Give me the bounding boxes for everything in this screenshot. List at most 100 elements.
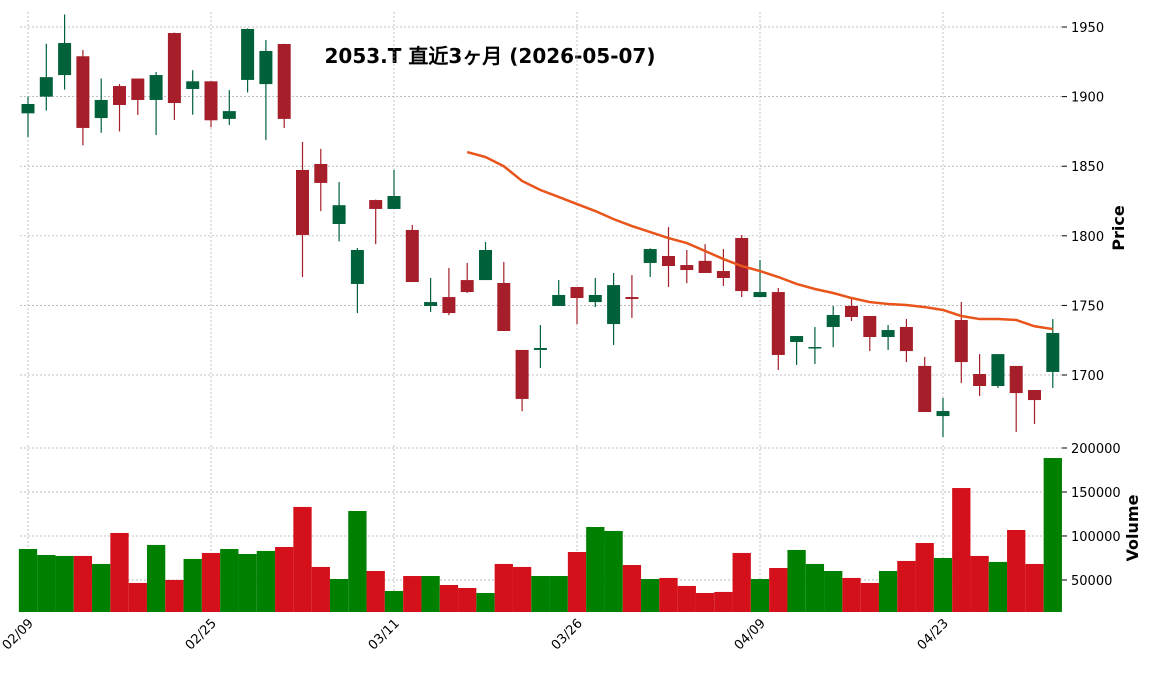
x-tick-label: 03/11 [366,616,403,653]
candle-body [1009,365,1023,394]
volume-bar [622,565,642,612]
volume-bar [238,554,257,612]
volume-bar [988,561,1008,612]
candle-body [918,365,932,413]
volume-bar [37,554,56,612]
candle-body [167,33,181,104]
volume-bar [439,584,459,612]
candle-body [332,205,346,224]
volume-bar [878,570,898,612]
volume-bar [476,592,495,612]
candle-body [296,169,309,235]
volume-bar [348,510,367,612]
candle-body [314,163,328,183]
y-tick-label: 1700 [1071,369,1104,384]
candle-body [863,315,877,338]
volume-bar [256,550,276,612]
volume-bar [732,552,751,612]
volume-bar [586,527,605,612]
candle-body [76,56,90,128]
volume-bar [183,558,202,612]
volume-bar [641,579,660,612]
candle-body [936,411,950,417]
volume-bar [787,549,806,612]
candle-body [186,81,200,89]
candle-body [570,287,584,299]
candle-body [58,43,72,76]
volume-bar [659,577,678,612]
volume-bar [220,549,239,612]
candle-body [826,315,840,327]
y-tick-label: 200000 [1071,442,1121,457]
volume-bar [421,576,440,612]
moving-average [466,150,1053,331]
y-tick-label: 1850 [1071,160,1104,175]
volume-bar [1025,563,1044,612]
volume-bar [677,585,696,612]
candle-body [680,265,694,271]
volume-bar [805,563,825,612]
volume-bar [201,552,221,612]
volume-bar [275,546,294,612]
volume-bar [146,544,166,612]
volume-bar [567,551,587,612]
x-tick-label: 04/09 [732,616,769,653]
candle-body [808,347,822,349]
candle-body [497,282,511,332]
y-tick-label: 100000 [1071,530,1121,545]
candle-body [405,229,419,283]
candle-body [277,44,291,119]
volume-bar [897,560,916,612]
volume-bar [915,543,934,612]
volume-bar [750,579,770,612]
candle-body [588,294,602,303]
volume-bar [403,576,422,612]
candle-body [881,330,895,338]
volume-bar [458,587,477,612]
candle-body [716,271,730,278]
candle-body [259,50,273,85]
candle-body [662,255,675,267]
y-tick-label: 1900 [1071,91,1104,106]
volume-bar [1043,458,1062,612]
candle-body [1046,332,1060,372]
volume-bar [165,579,184,612]
candle-body [790,336,804,343]
candle-body [698,260,712,273]
candle-body [625,297,639,300]
volume-bar [933,557,953,612]
y-tick-label: 1750 [1071,299,1104,314]
candle-body [515,349,529,399]
volume-bar [970,555,989,612]
candle-body [845,305,858,317]
candle-body [991,354,1005,386]
volume-bar [311,566,330,612]
x-tick-label: 04/23 [915,616,952,653]
candle-body [21,104,35,114]
candle-body [113,86,126,105]
x-tick-label: 02/09 [0,616,37,653]
candle-body [607,285,621,325]
x-tick-label: 02/25 [183,616,220,653]
volume-bar [55,555,74,612]
candle-body [1028,390,1041,401]
candle-body [899,326,913,352]
volume-bar [18,549,38,612]
volume-bar [952,488,971,612]
candle-body [954,320,968,363]
candle-body [771,292,785,355]
volume-bar [824,570,843,612]
volume-bar [714,591,733,612]
candle-body [241,28,255,80]
volume-bar [329,579,349,612]
candle-body [350,250,364,284]
candle-body [222,111,236,119]
volume-bar [73,555,93,612]
candle-body [973,374,987,386]
volume-bar [512,566,532,612]
x-tick-label: 03/26 [549,616,586,653]
volume-bar [494,563,513,612]
candle-body [479,250,492,281]
candle-body [460,280,474,293]
